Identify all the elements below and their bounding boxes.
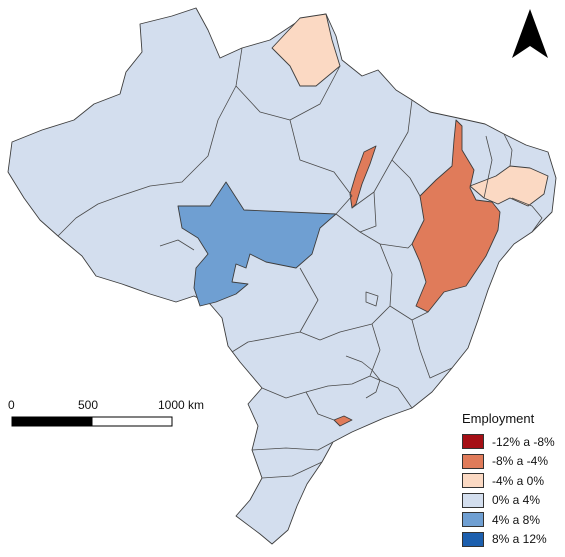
scale-bar-black	[11, 416, 93, 427]
legend-label: 8% a 12%	[492, 532, 547, 547]
region-small-orange	[333, 415, 353, 427]
scale-label-1000: 1000 km	[158, 398, 204, 412]
legend-swatch	[462, 512, 484, 528]
legend-item: 4% a 8%	[462, 510, 562, 530]
legend-swatch	[462, 453, 484, 469]
legend-item: 0% a 4%	[462, 491, 562, 511]
legend-title: Employment	[462, 411, 535, 426]
legend-label: -4% a 0%	[492, 473, 545, 488]
region-east-orange	[411, 119, 501, 313]
region-northeast-light	[469, 165, 549, 207]
legend-item: -8% a -4%	[462, 452, 562, 472]
region-center-blue	[177, 181, 337, 307]
legend-label: -12% a -8%	[492, 434, 555, 449]
north-arrow-icon	[512, 9, 548, 58]
legend-item: -4% a 0%	[462, 471, 562, 491]
legend-swatch	[462, 531, 484, 547]
legend-swatch	[462, 473, 484, 489]
region-strip-orange	[349, 145, 377, 209]
legend-swatch	[462, 492, 484, 508]
region-base	[7, 7, 557, 545]
scale-bar-white	[91, 416, 173, 427]
legend-label: 4% a 8%	[492, 512, 541, 527]
legend-swatch	[462, 434, 484, 450]
scale-label-0: 0	[8, 398, 15, 412]
boundary-lines	[57, 47, 543, 479]
legend-label: 0% a 4%	[492, 493, 541, 508]
legend-label: -8% a -4%	[492, 454, 549, 469]
legend-item: 8% a 12%	[462, 530, 562, 550]
scale-label-500: 500	[78, 398, 98, 412]
map-legend: Employment -12% a -8% -8% a -4% -4% a 0% 0%…	[458, 411, 562, 549]
legend-item: -12% a -8%	[462, 432, 562, 452]
